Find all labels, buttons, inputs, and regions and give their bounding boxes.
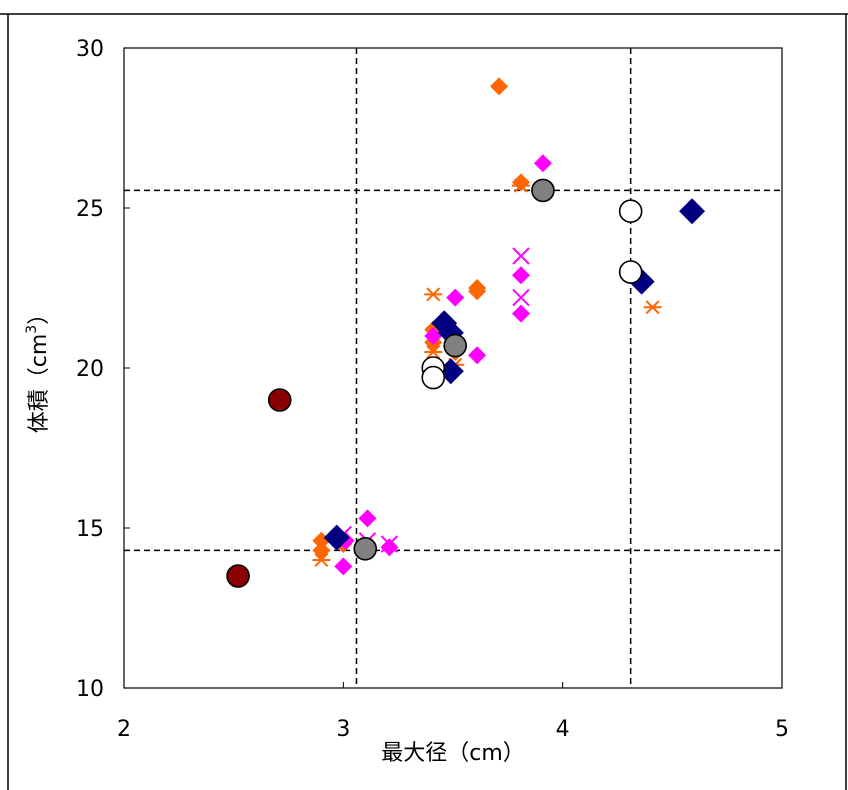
data-point-asterisk-1-2 <box>643 300 662 315</box>
data-point-diamond-0-0 <box>490 77 509 96</box>
data-point-diamond-large-4-5 <box>323 524 350 551</box>
data-point-circle-gray-6-2 <box>353 536 378 561</box>
data-point-diamond-2-6 <box>358 509 377 528</box>
y-axis-label-sup: 3 <box>24 325 40 334</box>
data-point-diamond-0-3 <box>468 282 487 301</box>
data-point-diamond-large-4-0 <box>679 198 706 225</box>
data-point-circle-red-7-0 <box>267 388 292 412</box>
data-point-asterisk-1-4 <box>312 552 331 568</box>
data-point-diamond-2-0 <box>533 154 552 173</box>
data-point-asterisk-1-3 <box>424 344 443 360</box>
data-point-asterisk-1-0 <box>424 287 443 302</box>
x-tick-label-2: 4 <box>556 717 570 742</box>
data-point-circle-open-5-3 <box>421 365 446 390</box>
data-point-diamond-2-4 <box>468 346 487 365</box>
data-point-diamond-0-1 <box>511 173 530 192</box>
y-tick-label-3: 25 <box>76 197 104 222</box>
y-tick-label-4: 30 <box>76 37 104 62</box>
data-point-diamond-2-2 <box>511 266 530 285</box>
x-tick-label-0: 2 <box>117 717 131 742</box>
data-point-cross-3-1 <box>512 288 530 307</box>
y-tick-label-2: 20 <box>76 357 104 382</box>
data-point-circle-gray-6-1 <box>443 333 467 358</box>
data-point-diamond-2-7 <box>334 557 353 576</box>
data-point-cross-3-4 <box>380 535 399 553</box>
data-point-diamond-2-5 <box>424 327 443 345</box>
data-point-diamond-2-8 <box>380 538 399 557</box>
data-point-circle-red-7-1 <box>226 564 250 588</box>
data-point-cross-3-0 <box>512 247 530 265</box>
x-axis-label: 最大径（cm） <box>381 741 525 766</box>
x-tick-label-1: 3 <box>336 717 350 742</box>
x-tick-label-3: 5 <box>775 717 789 742</box>
y-axis-label-main: 体積（cm <box>27 334 52 434</box>
data-point-circle-open-5-0 <box>618 199 643 223</box>
y-tick-label-0: 10 <box>76 677 104 702</box>
data-point-circle-open-5-1 <box>618 260 643 284</box>
data-point-diamond-2-3 <box>511 304 530 323</box>
y-tick-label-1: 15 <box>76 517 104 542</box>
y-axis-label-close: ） <box>27 303 52 325</box>
data-point-asterisk-1-1 <box>511 178 530 193</box>
y-axis-label: 体積（cm3） <box>24 303 52 433</box>
data-point-diamond-2-1 <box>446 288 465 307</box>
data-point-circle-gray-6-0 <box>531 178 555 203</box>
